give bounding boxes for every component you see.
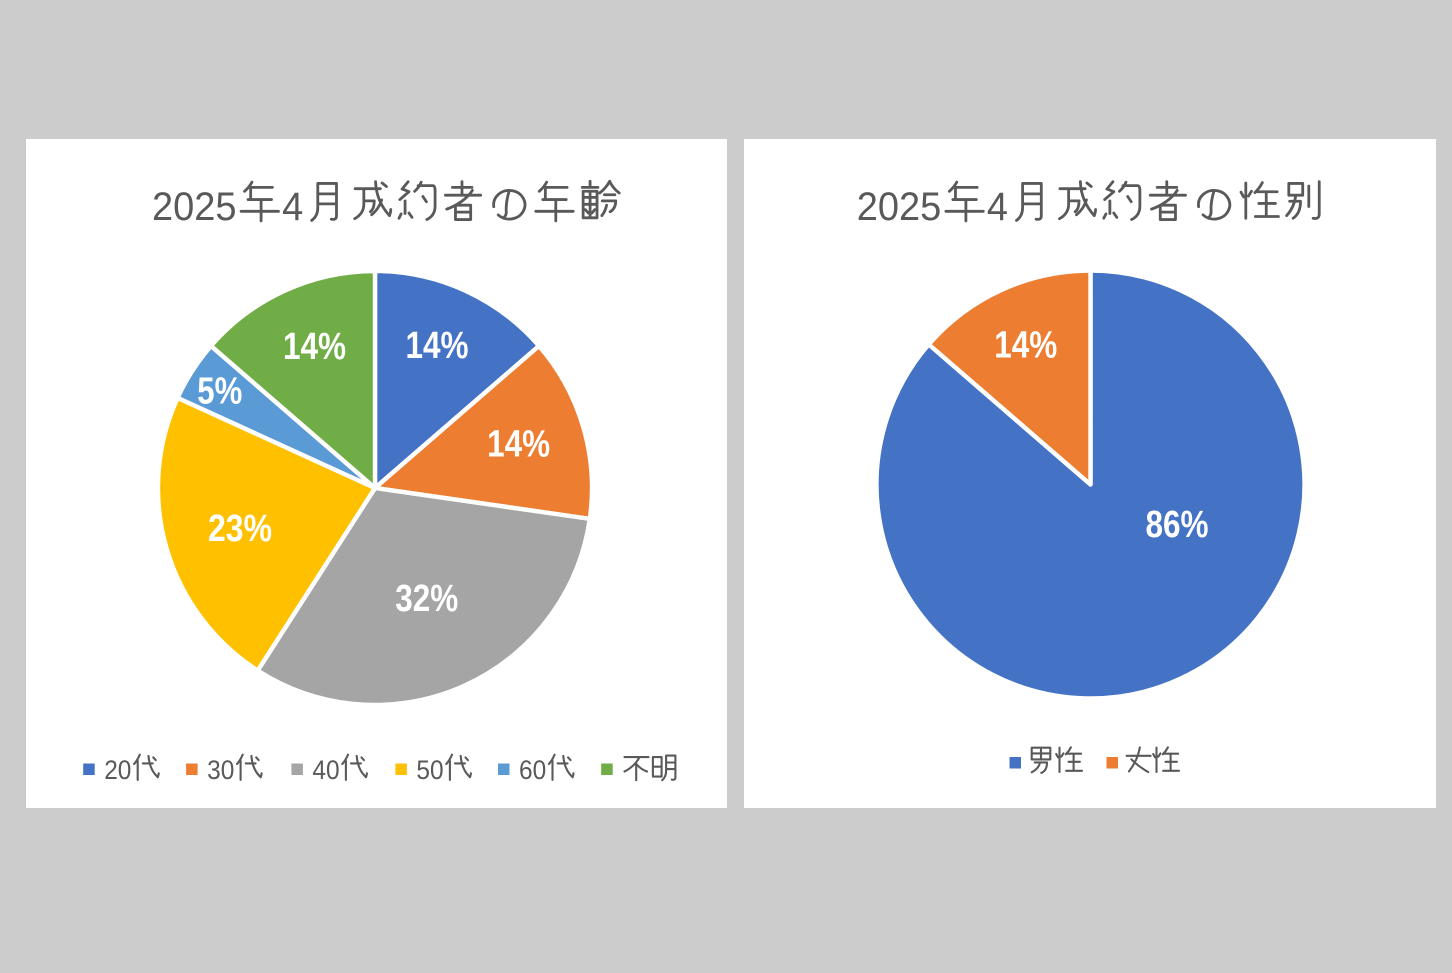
svg-text:2025: 2025 bbox=[152, 185, 237, 229]
svg-text:14%: 14% bbox=[406, 325, 469, 367]
svg-text:4: 4 bbox=[282, 185, 303, 229]
svg-text:23%: 23% bbox=[208, 508, 272, 550]
svg-text:5%: 5% bbox=[197, 371, 242, 413]
svg-text:4: 4 bbox=[987, 185, 1008, 229]
svg-text:32%: 32% bbox=[395, 578, 458, 620]
svg-text:50: 50 bbox=[416, 755, 443, 785]
svg-text:20: 20 bbox=[104, 755, 131, 785]
svg-text:14%: 14% bbox=[994, 325, 1057, 367]
svg-text:30: 30 bbox=[207, 755, 234, 785]
svg-text:60: 60 bbox=[519, 755, 546, 785]
svg-text:40: 40 bbox=[312, 755, 339, 785]
svg-text:86%: 86% bbox=[1146, 504, 1209, 546]
svg-text:14%: 14% bbox=[487, 424, 550, 466]
svg-text:14%: 14% bbox=[283, 326, 346, 368]
svg-text:2025: 2025 bbox=[857, 185, 942, 229]
